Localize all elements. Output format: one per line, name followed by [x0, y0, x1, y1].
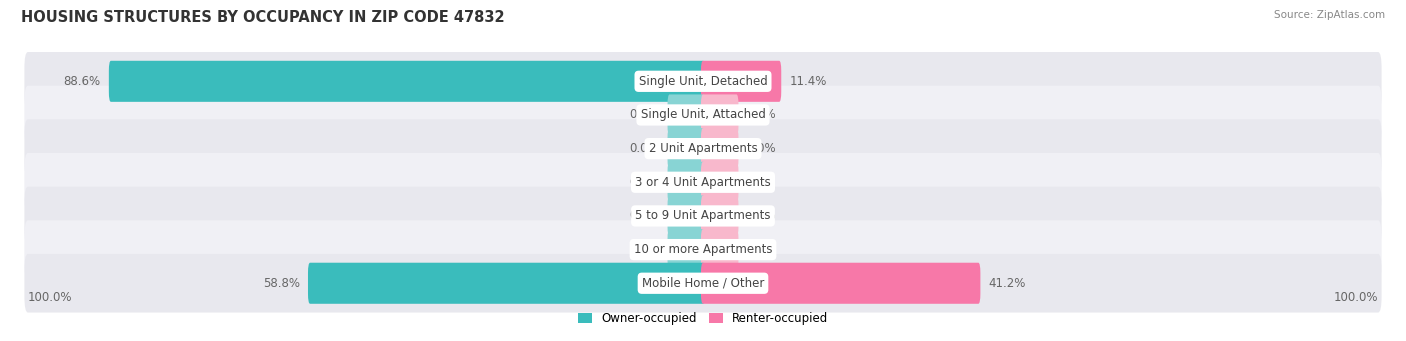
FancyBboxPatch shape: [668, 195, 704, 236]
FancyBboxPatch shape: [24, 187, 1382, 245]
FancyBboxPatch shape: [668, 229, 704, 270]
FancyBboxPatch shape: [668, 162, 704, 203]
Text: 5 to 9 Unit Apartments: 5 to 9 Unit Apartments: [636, 209, 770, 222]
Text: 2 Unit Apartments: 2 Unit Apartments: [648, 142, 758, 155]
Text: 88.6%: 88.6%: [63, 75, 101, 88]
Text: 0.0%: 0.0%: [630, 108, 659, 121]
FancyBboxPatch shape: [24, 220, 1382, 279]
Text: Single Unit, Detached: Single Unit, Detached: [638, 75, 768, 88]
Text: HOUSING STRUCTURES BY OCCUPANCY IN ZIP CODE 47832: HOUSING STRUCTURES BY OCCUPANCY IN ZIP C…: [21, 10, 505, 25]
Text: 0.0%: 0.0%: [630, 176, 659, 189]
FancyBboxPatch shape: [108, 61, 704, 102]
Text: 100.0%: 100.0%: [28, 291, 72, 304]
FancyBboxPatch shape: [668, 128, 704, 169]
Text: 41.2%: 41.2%: [988, 277, 1026, 290]
FancyBboxPatch shape: [24, 52, 1382, 110]
Legend: Owner-occupied, Renter-occupied: Owner-occupied, Renter-occupied: [578, 312, 828, 325]
Text: 11.4%: 11.4%: [790, 75, 827, 88]
Text: Single Unit, Attached: Single Unit, Attached: [641, 108, 765, 121]
FancyBboxPatch shape: [702, 229, 738, 270]
Text: 0.0%: 0.0%: [747, 108, 776, 121]
FancyBboxPatch shape: [702, 61, 782, 102]
Text: 100.0%: 100.0%: [1334, 291, 1378, 304]
FancyBboxPatch shape: [702, 94, 738, 135]
FancyBboxPatch shape: [668, 94, 704, 135]
Text: 0.0%: 0.0%: [747, 209, 776, 222]
FancyBboxPatch shape: [24, 153, 1382, 211]
Text: 0.0%: 0.0%: [630, 142, 659, 155]
Text: Source: ZipAtlas.com: Source: ZipAtlas.com: [1274, 10, 1385, 20]
Text: Mobile Home / Other: Mobile Home / Other: [641, 277, 765, 290]
FancyBboxPatch shape: [702, 195, 738, 236]
Text: 3 or 4 Unit Apartments: 3 or 4 Unit Apartments: [636, 176, 770, 189]
Text: 0.0%: 0.0%: [747, 243, 776, 256]
FancyBboxPatch shape: [308, 263, 704, 304]
FancyBboxPatch shape: [702, 128, 738, 169]
FancyBboxPatch shape: [702, 263, 980, 304]
Text: 0.0%: 0.0%: [630, 209, 659, 222]
FancyBboxPatch shape: [24, 86, 1382, 144]
Text: 0.0%: 0.0%: [747, 142, 776, 155]
Text: 0.0%: 0.0%: [747, 176, 776, 189]
Text: 0.0%: 0.0%: [630, 243, 659, 256]
FancyBboxPatch shape: [24, 119, 1382, 178]
Text: 10 or more Apartments: 10 or more Apartments: [634, 243, 772, 256]
FancyBboxPatch shape: [702, 162, 738, 203]
Text: 58.8%: 58.8%: [263, 277, 299, 290]
FancyBboxPatch shape: [24, 254, 1382, 313]
